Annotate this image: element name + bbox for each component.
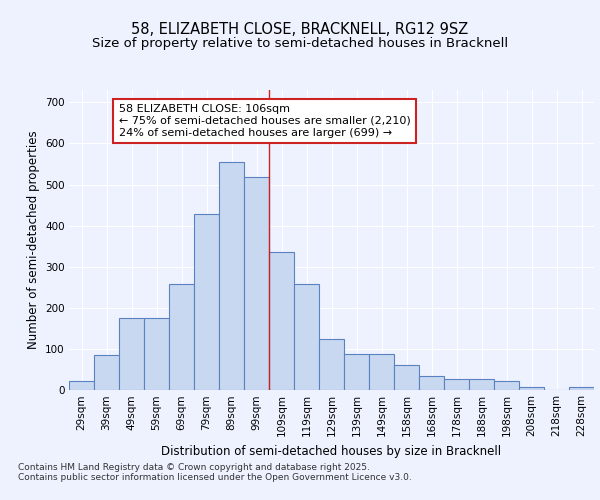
Bar <box>94 355 119 390</box>
Bar <box>244 177 269 390</box>
Bar <box>194 214 219 390</box>
Bar <box>169 284 194 390</box>
Bar <box>319 338 344 390</box>
Bar <box>369 354 394 390</box>
Bar <box>69 381 94 390</box>
Bar <box>344 354 369 390</box>
Bar <box>519 386 544 390</box>
Text: 58, ELIZABETH CLOSE, BRACKNELL, RG12 9SZ: 58, ELIZABETH CLOSE, BRACKNELL, RG12 9SZ <box>131 22 469 38</box>
Bar <box>144 318 169 390</box>
X-axis label: Distribution of semi-detached houses by size in Bracknell: Distribution of semi-detached houses by … <box>161 444 502 458</box>
Bar <box>394 364 419 390</box>
Bar <box>444 379 469 390</box>
Text: Size of property relative to semi-detached houses in Bracknell: Size of property relative to semi-detach… <box>92 38 508 51</box>
Y-axis label: Number of semi-detached properties: Number of semi-detached properties <box>26 130 40 350</box>
Bar <box>219 162 244 390</box>
Text: 58 ELIZABETH CLOSE: 106sqm
← 75% of semi-detached houses are smaller (2,210)
24%: 58 ELIZABETH CLOSE: 106sqm ← 75% of semi… <box>119 104 411 138</box>
Bar <box>494 381 519 390</box>
Bar <box>569 386 594 390</box>
Bar <box>419 376 444 390</box>
Bar <box>119 318 144 390</box>
Bar <box>269 252 294 390</box>
Text: Contains HM Land Registry data © Crown copyright and database right 2025.
Contai: Contains HM Land Registry data © Crown c… <box>18 463 412 482</box>
Bar <box>294 284 319 390</box>
Bar <box>469 379 494 390</box>
